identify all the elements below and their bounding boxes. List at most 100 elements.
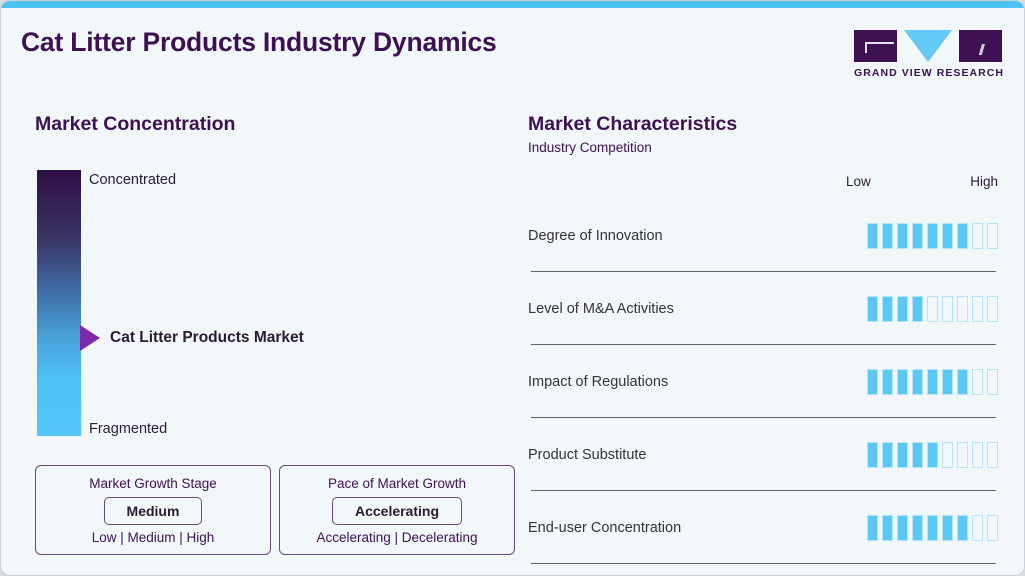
rating-tick-filled	[897, 368, 908, 395]
rating-tick-filled	[882, 295, 893, 322]
characteristic-label: Degree of Innovation	[528, 227, 663, 244]
rating-tick-empty	[942, 295, 953, 322]
logo-triangle-icon	[904, 30, 952, 62]
characteristic-rating	[867, 368, 998, 395]
rating-tick-empty	[957, 441, 968, 468]
rating-tick-filled	[897, 222, 908, 249]
concentration-top-label: Concentrated	[89, 172, 177, 188]
characteristic-label: Impact of Regulations	[528, 373, 669, 390]
rating-tick-filled	[912, 441, 923, 468]
market-concentration-panel: Market Concentration Concentrated Fragme…	[35, 113, 515, 440]
marker-label: Cat Litter Products Market	[110, 328, 304, 346]
rating-tick-filled	[942, 368, 953, 395]
row-divider	[531, 562, 996, 564]
market-concentration-title: Market Concentration	[35, 113, 236, 135]
rating-tick-filled	[882, 368, 893, 395]
row-divider	[531, 416, 996, 418]
rating-tick-empty	[972, 368, 983, 395]
market-characteristics-panel: Market Characteristics Industry Competit…	[528, 113, 998, 564]
rating-tick-filled	[927, 514, 938, 541]
rating-scale-high-label: High	[970, 174, 998, 189]
logo-marks	[854, 30, 1002, 62]
rating-tick-filled	[957, 368, 968, 395]
characteristic-rating	[867, 441, 998, 468]
row-divider	[531, 270, 996, 272]
pace-of-market-growth-value: Accelerating	[331, 497, 463, 525]
rating-tick-filled	[957, 514, 968, 541]
characteristic-rating	[867, 295, 998, 322]
rating-tick-empty	[972, 514, 983, 541]
pace-of-market-growth-box: Pace of Market Growth Accelerating Accel…	[279, 465, 515, 555]
rating-tick-filled	[867, 368, 878, 395]
logo-wordmark: GRAND VIEW RESEARCH	[854, 67, 1005, 79]
page-title: Cat Litter Products Industry Dynamics	[21, 27, 497, 57]
rating-tick-empty	[987, 295, 998, 322]
rating-tick-filled	[897, 441, 908, 468]
market-growth-stage-box: Market Growth Stage Medium Low | Medium …	[35, 465, 271, 555]
rating-tick-filled	[942, 222, 953, 249]
rating-tick-filled	[927, 222, 938, 249]
rating-scale-header: Low High	[528, 174, 998, 194]
market-growth-stage-value: Medium	[103, 497, 203, 525]
rating-tick-empty	[987, 222, 998, 249]
concentration-bottom-label: Fragmented	[89, 421, 168, 437]
rating-tick-filled	[882, 441, 893, 468]
rating-tick-empty	[927, 295, 938, 322]
rating-tick-filled	[912, 295, 923, 322]
characteristic-row: Impact of Regulations	[528, 345, 998, 418]
market-characteristics-title: Market Characteristics	[528, 113, 738, 135]
rating-tick-filled	[912, 222, 923, 249]
row-divider	[531, 343, 996, 345]
marker-arrow-icon	[80, 324, 100, 351]
rating-tick-filled	[882, 222, 893, 249]
rating-tick-filled	[927, 368, 938, 395]
rating-tick-empty	[972, 441, 983, 468]
concentration-gradient-bar	[37, 170, 81, 436]
logo-right-block-icon	[959, 30, 1002, 62]
rating-tick-filled	[912, 368, 923, 395]
rating-tick-filled	[897, 514, 908, 541]
rating-scale-low-label: Low	[846, 174, 871, 189]
rating-tick-filled	[942, 514, 953, 541]
characteristic-label: End-user Concentration	[528, 519, 682, 536]
pace-of-market-growth-title: Pace of Market Growth	[327, 476, 467, 491]
rating-tick-filled	[912, 514, 923, 541]
rating-tick-empty	[987, 441, 998, 468]
market-characteristics-subtitle: Industry Competition	[528, 140, 652, 155]
top-accent-bar	[1, 1, 1024, 8]
rating-tick-filled	[882, 514, 893, 541]
characteristics-rows: Degree of Innovation Level of M&A Activit…	[528, 199, 998, 564]
rating-tick-empty	[942, 441, 953, 468]
characteristic-row: Level of M&A Activities	[528, 272, 998, 345]
market-growth-stage-options: Low | Medium | High	[91, 530, 215, 545]
characteristic-rating	[867, 222, 998, 249]
characteristic-label: Product Substitute	[528, 446, 647, 463]
characteristic-row: End-user Concentration	[528, 491, 998, 564]
grand-view-research-logo: GRAND VIEW RESEARCH	[854, 30, 1005, 79]
rating-tick-filled	[897, 295, 908, 322]
rating-tick-empty	[972, 222, 983, 249]
rating-tick-filled	[927, 441, 938, 468]
rating-tick-empty	[972, 295, 983, 322]
rating-tick-filled	[957, 222, 968, 249]
characteristic-row: Product Substitute	[528, 418, 998, 491]
market-growth-stage-title: Market Growth Stage	[89, 476, 217, 491]
rating-tick-empty	[957, 295, 968, 322]
rating-tick-empty	[987, 514, 998, 541]
row-divider	[531, 489, 996, 491]
rating-tick-filled	[867, 514, 878, 541]
logo-left-block-icon	[854, 30, 897, 62]
characteristic-rating	[867, 514, 998, 541]
market-position-marker: Cat Litter Products Market	[80, 324, 304, 351]
rating-tick-filled	[867, 295, 878, 322]
pace-of-market-growth-options: Accelerating | Decelerating	[316, 530, 478, 545]
rating-tick-empty	[987, 368, 998, 395]
characteristic-label: Level of M&A Activities	[528, 300, 674, 317]
rating-tick-filled	[867, 222, 878, 249]
rating-tick-filled	[867, 441, 878, 468]
concentration-scale: Concentrated Fragmented Cat Litter Produ…	[35, 170, 515, 440]
market-stat-boxes: Market Growth Stage Medium Low | Medium …	[35, 465, 515, 555]
header: Cat Litter Products Industry Dynamics GR…	[1, 8, 1024, 86]
characteristic-row: Degree of Innovation	[528, 199, 998, 272]
